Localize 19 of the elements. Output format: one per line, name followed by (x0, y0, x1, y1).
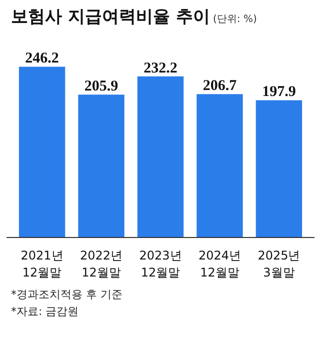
text: *경과조치적용 후 기준 (11, 288, 122, 301)
data-label: 205.9 (84, 78, 118, 95)
x-tick-label: 2023년 12월말 (139, 248, 182, 280)
bar (196, 94, 243, 238)
data-label: 197.9 (262, 84, 296, 100)
chart-subtitle: (단위: %) (212, 14, 257, 25)
x-tick-label: 2025년 3월말 (258, 248, 300, 280)
chart-title: 보험사 지급여력비율 추이 (11, 7, 210, 27)
bar (256, 100, 302, 238)
data-label: 206.7 (202, 78, 238, 94)
bar (18, 66, 66, 238)
text: *자료: 금감원 (11, 304, 79, 318)
x-tick-label: 2022년 12월말 (80, 248, 123, 280)
bar (78, 94, 124, 238)
data-label: 246.2 (25, 50, 59, 67)
x-tick-label: 2021년 12월말 (20, 248, 64, 280)
bar (137, 76, 184, 238)
x-tick-label: 2024년 12월말 (198, 248, 242, 280)
data-label: 232.2 (144, 60, 178, 76)
